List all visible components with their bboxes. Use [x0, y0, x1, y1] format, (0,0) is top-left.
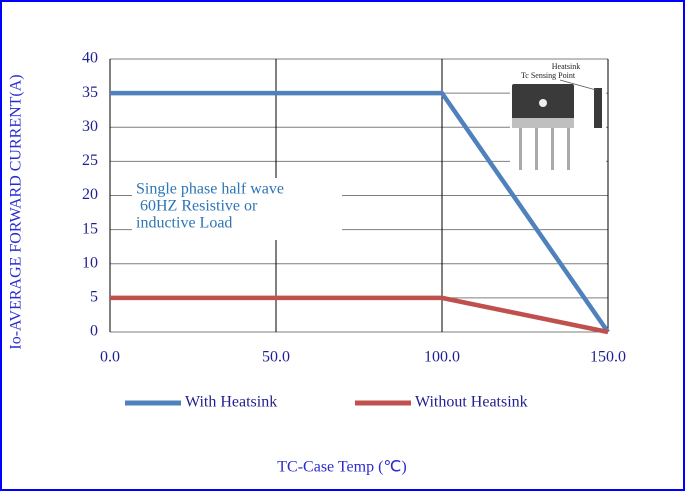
x-tick-label: 100.0 [424, 349, 460, 366]
y-axis-label: Io-AVERAGE FORWARD CURRENT(A) [8, 74, 25, 349]
component-hole [539, 99, 547, 107]
y-tick-label: 15 [82, 220, 98, 237]
component-base [512, 118, 574, 128]
annotation-text: 60HZ Resistive or [136, 198, 258, 215]
legend-label: Without Heatsink [415, 394, 528, 411]
x-axis-label: TC-Case Temp (℃) [277, 459, 406, 476]
x-tick-label: 150.0 [590, 349, 626, 366]
annotation-box [132, 178, 342, 240]
y-tick-label: 25 [82, 152, 98, 169]
pointer [559, 79, 597, 91]
series-line [110, 295, 609, 335]
annotation-text: Single phase half wave [136, 181, 284, 198]
y-tick-label: 30 [82, 118, 98, 135]
inset-label: Tc Sensing Point [521, 71, 576, 80]
component-lead [535, 128, 538, 170]
y-tick-label: 10 [82, 254, 98, 271]
component-lead [519, 128, 522, 170]
component-lead [551, 128, 554, 170]
y-tick-label: 0 [90, 323, 98, 340]
y-tick-label: 5 [90, 289, 98, 306]
annotation: Single phase half wave 60HZ Resistive or… [132, 178, 342, 240]
inset-label: Heatsink [552, 62, 580, 71]
annotation-text: inductive Load [136, 215, 232, 232]
component-side [594, 88, 602, 128]
x-tick-label: 50.0 [262, 349, 290, 366]
x-tick-label: 0.0 [100, 349, 120, 366]
y-tick-label: 20 [82, 186, 98, 203]
component-lead [567, 128, 570, 170]
series-line [110, 90, 610, 334]
y-tick-label: 35 [82, 84, 98, 101]
y-tick-label: 40 [82, 50, 98, 67]
legend-label: With Heatsink [185, 394, 277, 411]
